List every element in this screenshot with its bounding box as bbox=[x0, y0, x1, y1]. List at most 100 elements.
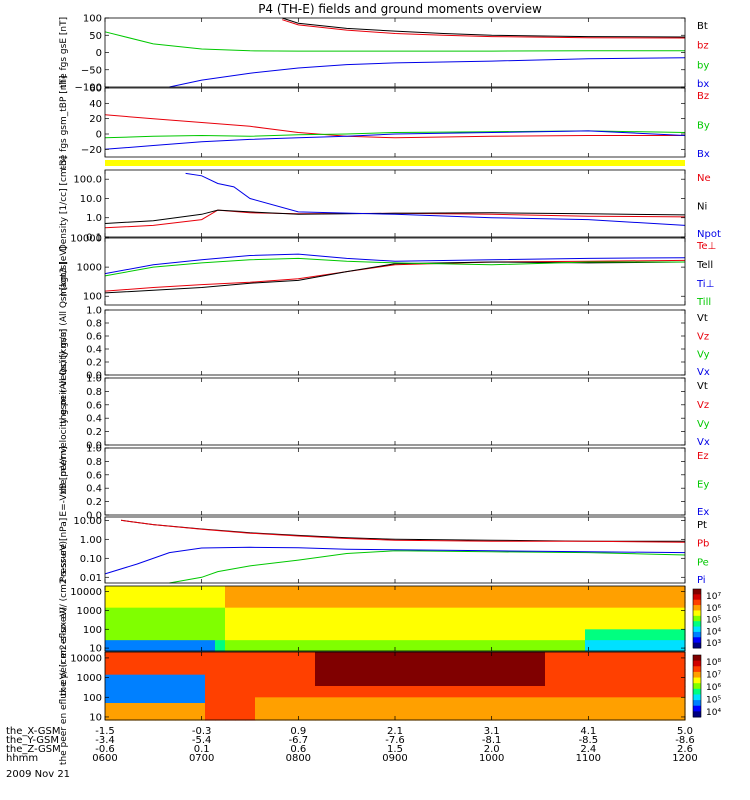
spectrogram-cell bbox=[165, 708, 176, 715]
spectrogram-cell bbox=[425, 607, 436, 614]
spectrogram-cell bbox=[145, 640, 156, 647]
spectrogram-cell bbox=[465, 613, 476, 620]
spectrogram-cell bbox=[665, 703, 676, 710]
spectrogram-cell bbox=[405, 669, 416, 676]
spectrogram-cell bbox=[585, 691, 596, 698]
spectrogram-cell bbox=[605, 708, 616, 715]
spectrogram-cell bbox=[215, 602, 226, 609]
footer-row-label: the_Y-GSM bbox=[6, 735, 59, 746]
footer-row-label: the_Z-GSM bbox=[6, 744, 61, 755]
colorbar-segment bbox=[693, 711, 701, 718]
spectrogram-cell bbox=[455, 708, 466, 715]
spectrogram-cell bbox=[655, 623, 666, 630]
spectrogram-cell bbox=[525, 708, 536, 715]
spectrogram-cell bbox=[115, 586, 126, 593]
spectrogram-cell bbox=[515, 708, 526, 715]
spectrogram-cell bbox=[435, 691, 446, 698]
spectrogram-cell bbox=[555, 691, 566, 698]
spectrogram-cell bbox=[675, 629, 686, 636]
spectrogram-cell bbox=[465, 691, 476, 698]
spectrogram-cell bbox=[205, 586, 216, 593]
y-axis-label: E=-VxB [mV/m] bbox=[59, 446, 69, 516]
spectrogram-cell bbox=[295, 645, 306, 652]
spectrogram-cell bbox=[165, 623, 176, 630]
spectrogram-cell bbox=[165, 686, 176, 693]
spectrogram-cell bbox=[125, 674, 136, 681]
spectrogram-cell bbox=[595, 613, 606, 620]
legend-item: Te⊥ bbox=[696, 241, 716, 252]
spectrogram-cell bbox=[345, 602, 356, 609]
spectrogram-cell bbox=[145, 645, 156, 652]
spectrogram-cell bbox=[205, 697, 216, 704]
spectrogram-cell bbox=[185, 607, 196, 614]
spectrogram-cell bbox=[385, 640, 396, 647]
spectrogram-cell bbox=[385, 674, 396, 681]
spectrogram-cell bbox=[645, 613, 656, 620]
spectrogram-cell bbox=[455, 629, 466, 636]
spectrogram-cell bbox=[125, 680, 136, 687]
spectrogram-cell bbox=[145, 686, 156, 693]
spectrogram-cell bbox=[245, 623, 256, 630]
colorbar-segment bbox=[693, 705, 701, 712]
spectrogram-cell bbox=[455, 634, 466, 641]
spectrogram-cell bbox=[405, 607, 416, 614]
spectrogram-cell bbox=[305, 669, 316, 676]
footer-value: 3.1 bbox=[484, 726, 500, 737]
spectrogram-cell bbox=[195, 629, 206, 636]
spectrogram-cell bbox=[225, 640, 236, 647]
legend-item: Bt bbox=[697, 21, 708, 32]
spectrogram-cell bbox=[175, 645, 186, 652]
spectrogram-cell bbox=[315, 602, 326, 609]
footer-value: 0.6 bbox=[290, 744, 306, 755]
spectrogram-cell bbox=[245, 657, 256, 664]
spectrogram-cell bbox=[545, 607, 556, 614]
spectrogram-cell bbox=[555, 640, 566, 647]
spectrogram-cell bbox=[645, 663, 656, 670]
spectrogram-cell bbox=[395, 714, 406, 721]
spectrogram-cell bbox=[625, 591, 636, 598]
spectrogram-cell bbox=[205, 596, 216, 603]
spectrogram-cell bbox=[185, 640, 196, 647]
spectrogram-cell bbox=[185, 708, 196, 715]
legend-item: Ez bbox=[697, 451, 709, 462]
spectrogram-cell bbox=[625, 607, 636, 614]
spectrogram-cell bbox=[315, 596, 326, 603]
spectrogram-cell bbox=[135, 596, 146, 603]
spectrogram-cell bbox=[575, 586, 586, 593]
spectrogram-cell bbox=[195, 623, 206, 630]
legend-item: Vy bbox=[697, 350, 710, 361]
spectrogram-cell bbox=[225, 629, 236, 636]
spectrogram-cell bbox=[515, 680, 526, 687]
spectrogram-cell bbox=[625, 596, 636, 603]
spectrogram-cell bbox=[595, 596, 606, 603]
spectrogram-cell bbox=[105, 652, 116, 659]
spectrogram-cell bbox=[495, 645, 506, 652]
series-line-Pt bbox=[121, 519, 685, 542]
colorbar-segment bbox=[693, 671, 701, 679]
spectrogram-cell bbox=[435, 596, 446, 603]
y-tick-label: 0.8 bbox=[86, 319, 102, 330]
spectrogram-cell bbox=[485, 674, 496, 681]
spectrogram-cell bbox=[635, 691, 646, 698]
footer-value: 0900 bbox=[382, 753, 407, 764]
spectrogram-cell bbox=[385, 613, 396, 620]
y-tick-label: 1.00 bbox=[80, 535, 102, 546]
spectrogram-cell bbox=[365, 674, 376, 681]
spectrogram-cell bbox=[215, 708, 226, 715]
spectrogram-cell bbox=[455, 623, 466, 630]
spectrogram-cell bbox=[125, 697, 136, 704]
spectrogram-cell bbox=[245, 640, 256, 647]
spectrogram-cell bbox=[595, 618, 606, 625]
spectrogram-cell bbox=[275, 674, 286, 681]
spectrogram-cell bbox=[555, 602, 566, 609]
spectrogram-cell bbox=[395, 640, 406, 647]
spectrogram-cell bbox=[115, 634, 126, 641]
spectrogram-cell bbox=[425, 596, 436, 603]
spectrogram-cell bbox=[225, 691, 236, 698]
spectrogram-cell bbox=[515, 669, 526, 676]
spectrogram-cell bbox=[295, 623, 306, 630]
spectrogram-cell bbox=[635, 663, 646, 670]
spectrogram-cell bbox=[275, 602, 286, 609]
spectrogram-cell bbox=[645, 602, 656, 609]
spectrogram-cell bbox=[665, 623, 676, 630]
